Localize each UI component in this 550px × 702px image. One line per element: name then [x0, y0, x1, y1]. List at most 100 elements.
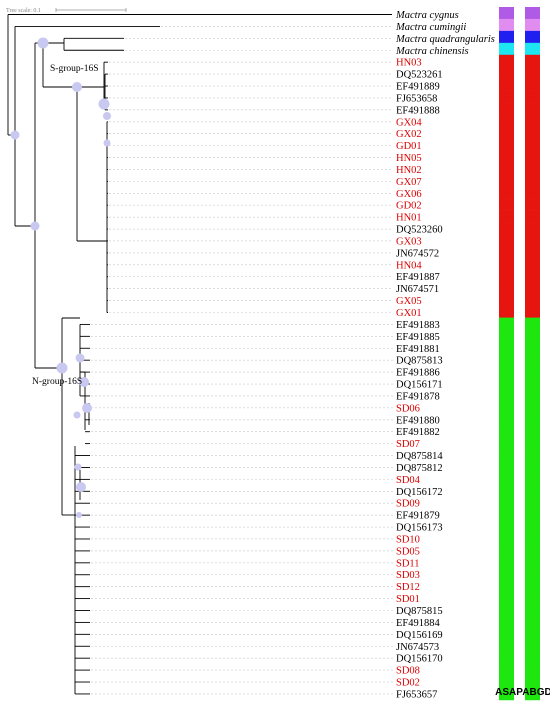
abgd-cell: [525, 676, 540, 689]
abgd-cell: [525, 520, 540, 533]
tip-label: SD12: [396, 582, 420, 593]
leader-lines: [91, 26, 393, 695]
asap-cell: [499, 138, 514, 151]
abgd-cell: [525, 425, 540, 438]
tip-label: GX02: [396, 129, 422, 140]
asap-cell: [499, 281, 514, 295]
asap-cell: [499, 640, 514, 653]
abgd-cell: [525, 317, 540, 330]
abgd-cell: [525, 628, 540, 641]
abgd-cell: [525, 138, 540, 151]
abgd-cell: [525, 18, 540, 32]
tip-label: Mactra cumingii: [395, 22, 466, 33]
asap-cell: [499, 544, 514, 557]
asap-cell: [499, 449, 514, 462]
abgd-cell: [525, 496, 540, 510]
support-node: [82, 403, 92, 413]
asap-cell: [499, 425, 514, 438]
support-node: [76, 482, 86, 492]
asap-cell: [499, 664, 514, 677]
asap-cell: [499, 496, 514, 510]
tip-label: EF491886: [396, 368, 440, 379]
tip-label: SD03: [396, 570, 420, 581]
species-delimitation-strips: [499, 7, 540, 701]
abgd-cell: [525, 233, 540, 247]
tip-label: DQ523260: [396, 225, 443, 236]
abgd-cell: [525, 102, 540, 115]
asap-cell: [499, 389, 514, 402]
asap-cell: [499, 556, 514, 569]
abgd-cell: [525, 150, 540, 163]
abgd-cell: [525, 592, 540, 605]
tip-label: GX07: [396, 177, 422, 188]
tip-label: SD08: [396, 666, 420, 677]
tip-label: SD06: [396, 403, 420, 414]
abgd-cell: [525, 329, 540, 342]
asap-column-label: ASAP: [495, 687, 523, 698]
tip-label: EF491880: [396, 415, 440, 426]
abgd-cell: [525, 210, 540, 223]
abgd-cell: [525, 616, 540, 629]
abgd-cell: [525, 222, 540, 235]
support-node: [103, 112, 111, 120]
tip-label: Mactra cygnus: [395, 10, 459, 21]
asap-cell: [499, 18, 514, 32]
tip-label: SD05: [396, 546, 420, 557]
asap-cell: [499, 222, 514, 235]
tip-label: HN05: [396, 153, 422, 164]
asap-cell: [499, 54, 514, 68]
asap-cell: [499, 162, 514, 175]
asap-cell: [499, 377, 514, 390]
support-nodes: [10, 37, 111, 518]
asap-cell: [499, 592, 514, 605]
asap-cell: [499, 687, 514, 701]
tree-branches: [7, 14, 392, 695]
abgd-cell: [525, 532, 540, 545]
asap-cell: [499, 210, 514, 223]
abgd-cell: [525, 365, 540, 378]
abgd-cell: [525, 437, 540, 450]
asap-cell: [499, 126, 514, 139]
tip-label: HN02: [396, 165, 422, 176]
asap-cell: [499, 580, 514, 593]
tip-label: SD09: [396, 499, 420, 510]
asap-cell: [499, 317, 514, 330]
tip-label: DQ156171: [396, 380, 443, 391]
asap-cell: [499, 329, 514, 342]
tree-scale: Tree scale: 0.1: [6, 8, 127, 14]
abgd-cell: [525, 54, 540, 68]
abgd-column-label: ABGD: [522, 687, 550, 698]
asap-cell: [499, 305, 514, 318]
abgd-cell: [525, 377, 540, 390]
abgd-cell: [525, 78, 540, 91]
support-node: [10, 130, 20, 140]
tip-label: EF491889: [396, 82, 440, 93]
asap-cell: [499, 7, 514, 20]
abgd-cell: [525, 413, 540, 426]
abgd-cell: [525, 580, 540, 593]
abgd-cell: [525, 186, 540, 199]
clade-label-n-group: N-group-16S: [32, 377, 82, 387]
abgd-cell: [525, 174, 540, 187]
tip-label: EF491878: [396, 391, 440, 402]
abgd-cell: [525, 30, 540, 44]
abgd-cell: [525, 162, 540, 175]
asap-cell: [499, 353, 514, 366]
asap-cell: [499, 401, 514, 414]
support-node: [103, 139, 111, 147]
tip-label: EF491884: [396, 618, 441, 629]
tip-label: EF491885: [396, 332, 440, 343]
support-node: [30, 221, 40, 231]
support-node: [75, 353, 85, 363]
asap-cell: [499, 269, 514, 283]
tip-label: DQ156170: [396, 654, 443, 665]
tip-label: GX04: [396, 117, 422, 128]
tip-label: EF491887: [396, 272, 440, 283]
abgd-cell: [525, 42, 540, 56]
tip-label: DQ156169: [396, 630, 443, 641]
tip-label: HN03: [396, 58, 422, 69]
abgd-cell: [525, 126, 540, 139]
abgd-cell: [525, 508, 540, 522]
